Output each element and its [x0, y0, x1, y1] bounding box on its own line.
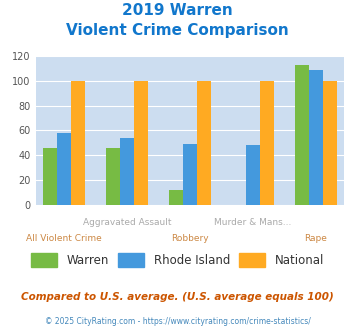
- Text: © 2025 CityRating.com - https://www.cityrating.com/crime-statistics/: © 2025 CityRating.com - https://www.city…: [45, 317, 310, 326]
- Bar: [43, 148, 57, 205]
- Bar: [169, 190, 183, 205]
- Text: Compared to U.S. average. (U.S. average equals 100): Compared to U.S. average. (U.S. average …: [21, 292, 334, 302]
- Bar: [295, 65, 309, 205]
- Bar: [197, 81, 211, 205]
- Bar: [134, 81, 148, 205]
- Bar: [57, 133, 71, 205]
- Text: Rape: Rape: [305, 234, 327, 243]
- Text: 2019 Warren: 2019 Warren: [122, 3, 233, 18]
- Legend: Warren, Rhode Island, National: Warren, Rhode Island, National: [26, 248, 329, 272]
- Bar: [246, 145, 260, 205]
- Bar: [183, 144, 197, 205]
- Bar: [323, 81, 337, 205]
- Text: Violent Crime Comparison: Violent Crime Comparison: [66, 23, 289, 38]
- Bar: [120, 138, 134, 205]
- Bar: [106, 148, 120, 205]
- Bar: [309, 70, 323, 205]
- Text: Robbery: Robbery: [171, 234, 209, 243]
- Text: Murder & Mans...: Murder & Mans...: [214, 218, 292, 227]
- Bar: [71, 81, 84, 205]
- Bar: [260, 81, 274, 205]
- Text: All Violent Crime: All Violent Crime: [26, 234, 102, 243]
- Text: Aggravated Assault: Aggravated Assault: [83, 218, 171, 227]
